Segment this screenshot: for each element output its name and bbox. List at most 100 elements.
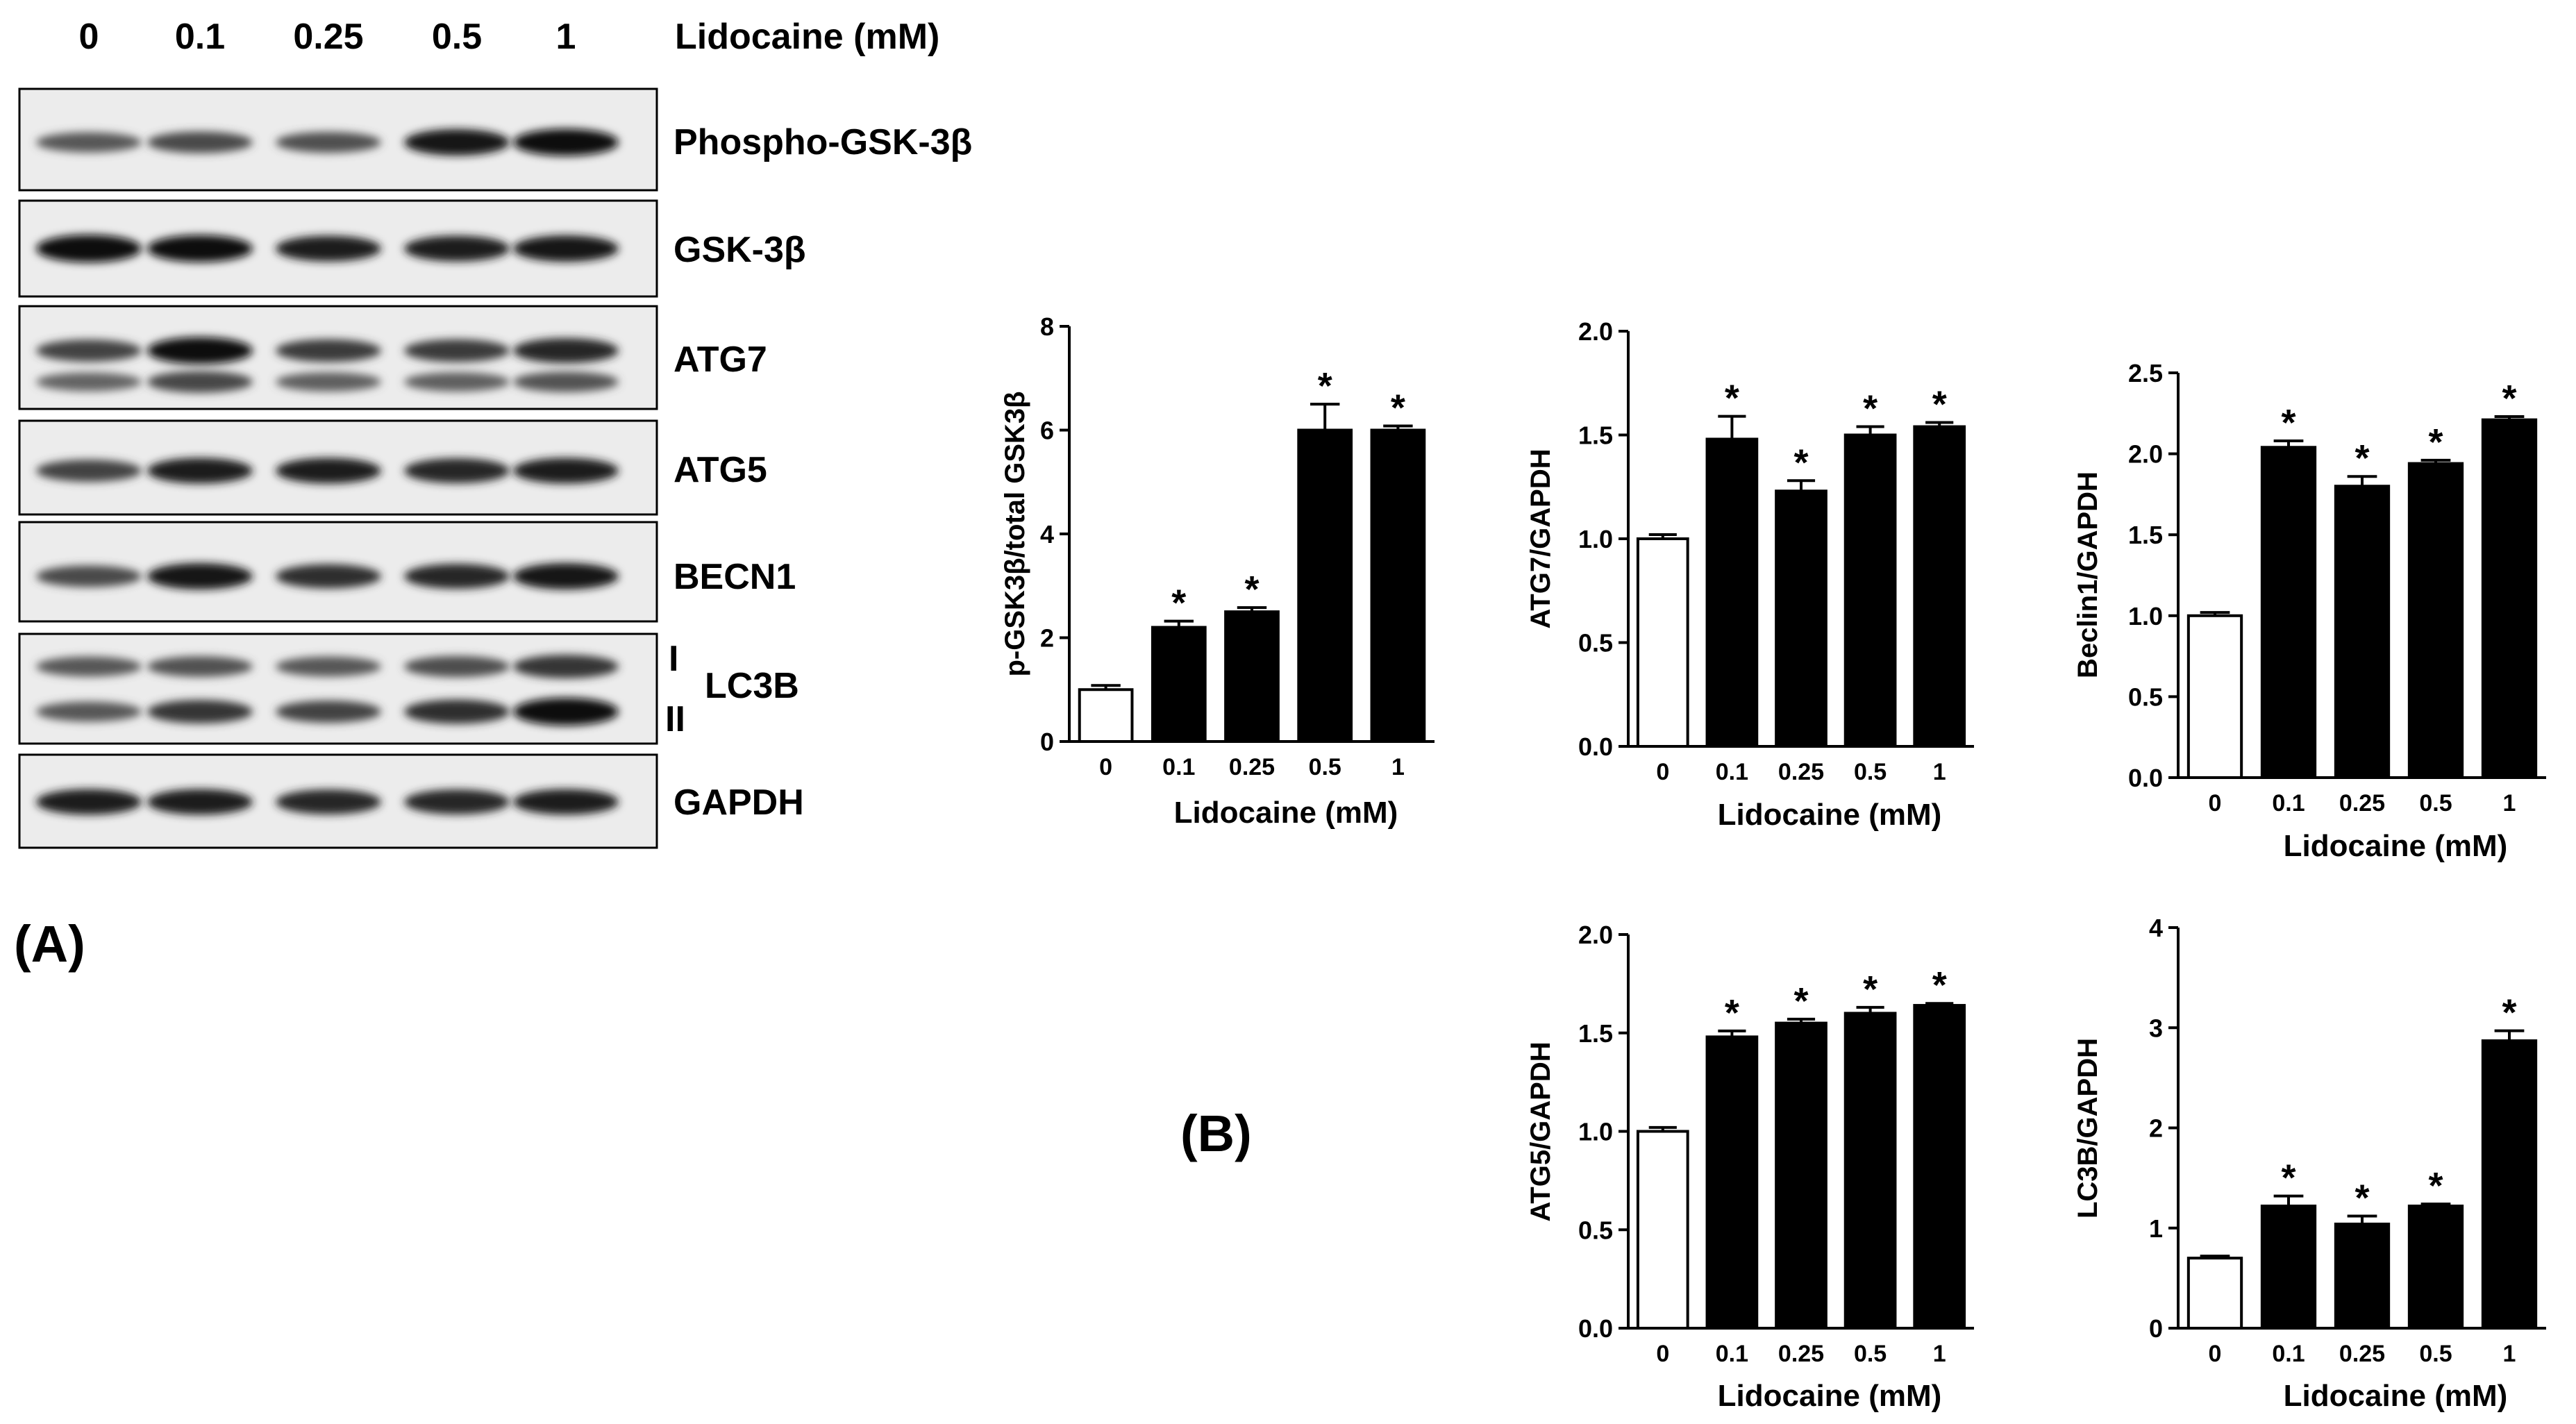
blot-row-label: GAPDH (674, 782, 804, 823)
significance-marker: * (1863, 388, 1877, 430)
blot-sublabel-i: I (669, 639, 678, 679)
blot-row-label: GSK-3β (674, 230, 806, 270)
blot-band (276, 789, 381, 814)
bar (2407, 462, 2464, 779)
chart-xlabel: Lidocaine (mM) (1174, 796, 1398, 830)
y-tick-label: 0 (1040, 728, 1054, 756)
bar (2260, 446, 2317, 779)
bar (1775, 489, 1828, 748)
significance-marker: * (1863, 969, 1877, 1010)
blot-band (404, 789, 510, 814)
blot-band (404, 235, 510, 262)
blot-band (36, 565, 142, 587)
x-tick-label: 0.25 (1778, 1341, 1824, 1367)
y-tick-label: 1.5 (2128, 521, 2163, 549)
y-tick-label: 3 (2149, 1014, 2163, 1042)
blot-band (513, 655, 619, 678)
blot-band (36, 656, 142, 677)
significance-marker: * (2502, 992, 2516, 1034)
blot-band (404, 372, 510, 392)
chart-beclin: 0.0 0.5 1.0 1.5 2.0 2.5 0 * 0.1 * 0.25 * 0.5 * 1 Becli… (2073, 359, 2546, 863)
blot-band (513, 338, 619, 363)
blot-band (276, 701, 381, 723)
blot-band (147, 656, 253, 677)
blot-row-label: ATG5 (674, 450, 767, 490)
blot-sublabel-ii: II (665, 699, 685, 739)
y-tick-label: 0.0 (2128, 764, 2163, 792)
western-blot: Phospho-GSK-3β GSK-3β ATG7 ATG5 BECN1 LC… (18, 87, 972, 849)
x-tick-label: 0.1 (2272, 790, 2305, 816)
blot-band (276, 458, 381, 484)
significance-marker: * (2281, 402, 2295, 444)
chart-lc3b: 0 1 2 3 4 0 * 0.1 * 0.25 * 0.5 * 1 LC3B/GAPDH Lidocai… (2073, 914, 2546, 1413)
bar (2334, 1222, 2391, 1330)
chart-atg5: 0.0 0.5 1.0 1.5 2.0 0 * 0.1 * 0.25 * 0.5 * 1 ATG5/GAP… (1525, 921, 1974, 1413)
bar (2407, 1205, 2464, 1330)
chart-marks: 0.0 0.5 1.0 1.5 2.0 2.5 0 * 0.1 * 0.25 * 0.5 * 1 (2128, 359, 2546, 816)
chart-pgsk: 0 2 4 6 8 0 * 0.1 * 0.25 * 0.5 * 1 p-GSK3β/total GSK3… (1000, 312, 1435, 830)
blot-row-label: ATG7 (674, 340, 767, 380)
panel-label-a: (A) (14, 915, 85, 973)
blot-band (513, 235, 619, 262)
bar (1224, 610, 1280, 743)
chart-ylabel: LC3B/GAPDH (2073, 1038, 2103, 1218)
y-tick-label: 2.0 (1578, 921, 1613, 949)
chart-ylabel: ATG7/GAPDH (1525, 449, 1556, 628)
x-tick-label: 0.25 (2339, 790, 2385, 816)
chart-marks: 0.0 0.5 1.0 1.5 2.0 0 * 0.1 * 0.25 * 0.5 * 1 (1578, 317, 1974, 785)
y-tick-label: 1.0 (1578, 525, 1613, 553)
significance-marker: * (1318, 365, 1332, 407)
blot-band (147, 131, 253, 153)
bar (2186, 1257, 2243, 1330)
y-tick-label: 1.5 (1578, 421, 1613, 450)
bar (1775, 1021, 1828, 1330)
y-tick-label: 0.0 (1578, 1314, 1613, 1343)
bar (1078, 688, 1134, 743)
lane-label: 0.5 (432, 17, 482, 57)
blot-band (147, 235, 253, 262)
y-tick-label: 1.5 (1578, 1019, 1613, 1048)
bar (1636, 1130, 1689, 1330)
bar (2481, 418, 2538, 779)
x-tick-label: 0.5 (1854, 759, 1887, 785)
blot-band (513, 789, 619, 815)
bar (1297, 428, 1353, 743)
lane-label: 0.25 (293, 17, 363, 57)
blot-band (147, 700, 253, 723)
blot-row-label: Phospho-GSK-3β (674, 122, 972, 162)
bar (2186, 614, 2243, 779)
y-tick-label: 0.5 (2128, 682, 2163, 711)
x-tick-label: 1 (2503, 1341, 2516, 1367)
blot-band (276, 372, 381, 392)
blot-band (276, 564, 381, 589)
blot-band (404, 699, 510, 724)
x-tick-label: 0.25 (1778, 759, 1824, 785)
y-tick-label: 8 (1040, 312, 1054, 341)
significance-marker: * (2355, 437, 2369, 479)
x-tick-label: 0 (2209, 1341, 2222, 1367)
blot-band (147, 458, 253, 484)
blot-band (513, 128, 619, 156)
y-tick-label: 0.5 (1578, 629, 1613, 657)
chart-marks: 0 2 4 6 8 0 * 0.1 * 0.25 * 0.5 * 1 (1040, 312, 1435, 780)
y-tick-label: 2 (1040, 624, 1054, 653)
x-tick-label: 0.5 (1854, 1341, 1887, 1367)
chart-marks: 0 1 2 3 4 0 * 0.1 * 0.25 * 0.5 * 1 (2149, 914, 2546, 1367)
x-tick-label: 1 (1933, 759, 1946, 785)
blot-band (513, 371, 619, 392)
y-tick-label: 0.0 (1578, 732, 1613, 761)
blot-lane-labels: 0 0.1 0.25 0.5 1 Lidocaine (mM) (79, 17, 940, 57)
bar (1913, 1004, 1966, 1330)
blot-band (276, 235, 381, 262)
y-tick-label: 2 (2149, 1114, 2163, 1143)
blot-band (404, 564, 510, 589)
bar (2260, 1205, 2317, 1330)
bar (1370, 428, 1426, 743)
bar (2481, 1039, 2538, 1330)
blot-band (36, 460, 142, 482)
blot-band (147, 371, 253, 393)
blot-band (513, 458, 619, 484)
x-tick-label: 0.25 (1229, 754, 1275, 780)
bar (1151, 626, 1207, 743)
